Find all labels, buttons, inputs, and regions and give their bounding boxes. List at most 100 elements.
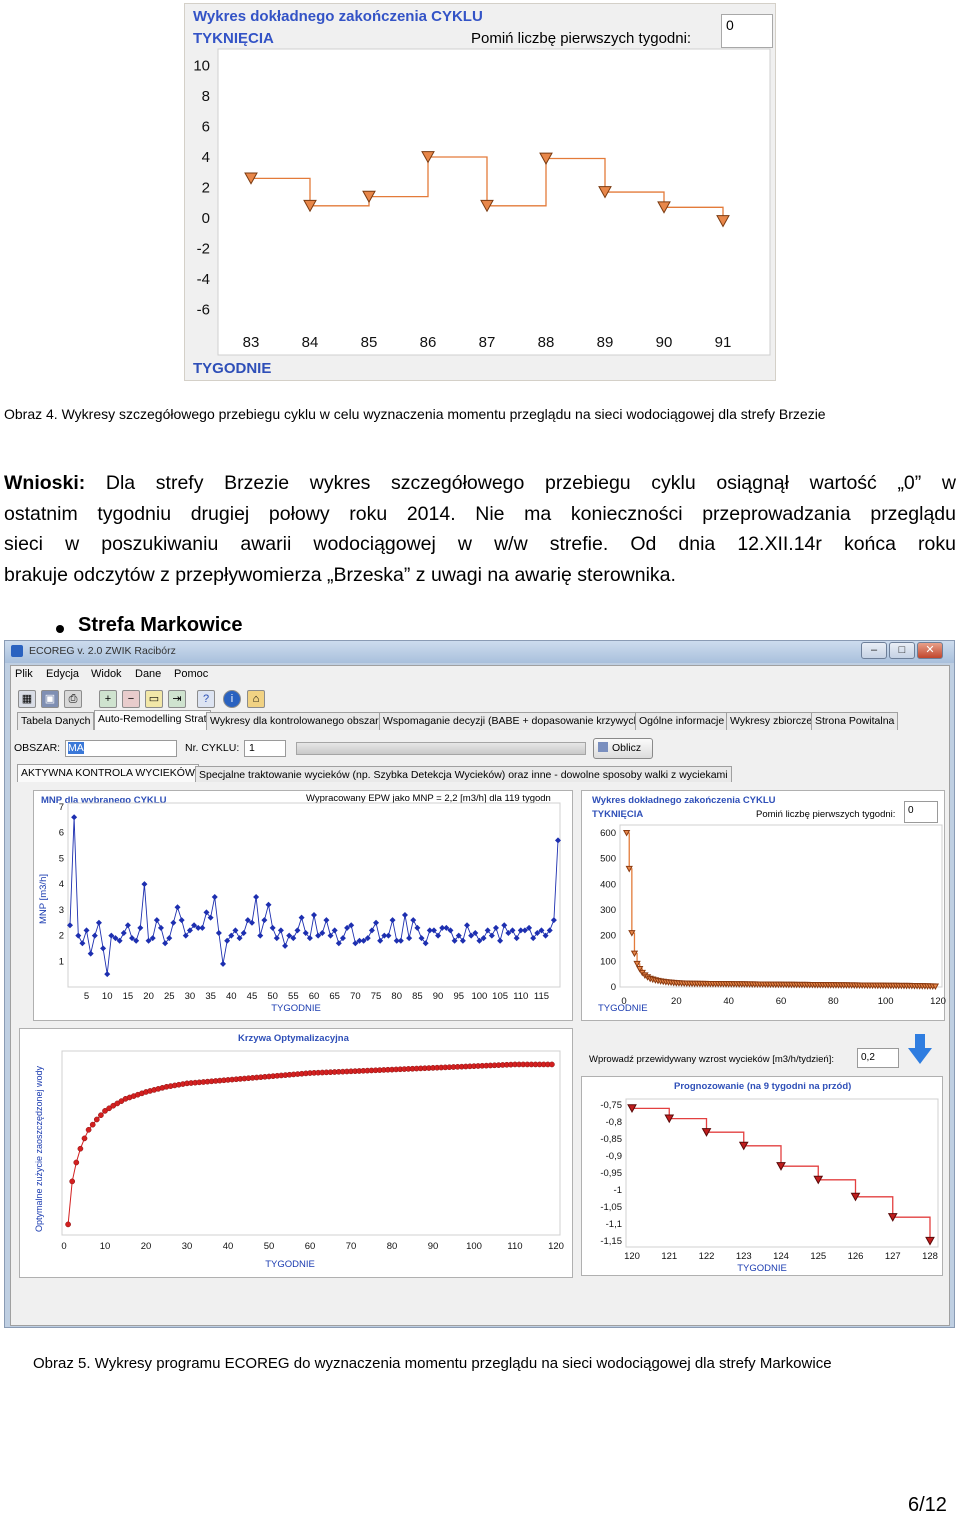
section-heading: Strefa Markowice — [78, 614, 243, 636]
mnp-y-tick: 1 — [59, 956, 64, 967]
forecast-y-tick: -0,75 — [600, 1100, 622, 1111]
remove-row-icon[interactable]: − — [122, 690, 140, 708]
app-logo-icon — [11, 645, 23, 657]
opt-point — [89, 1121, 96, 1128]
mnp-point — [430, 927, 437, 934]
opt-x-tick: 80 — [387, 1241, 398, 1252]
forecast-chart-title: Prognozowanie (na 9 tygodni na przód) — [674, 1081, 852, 1092]
lock-icon[interactable]: ⌂ — [247, 690, 265, 708]
mnp-point — [406, 935, 413, 942]
mnp-point — [530, 935, 537, 942]
tab-wykresy-zbiorcze[interactable]: Wykresy zbiorcze — [726, 712, 817, 730]
export-icon[interactable]: ⇥ — [168, 690, 186, 708]
apply-arrow-icon[interactable] — [907, 1032, 933, 1066]
mnp-point — [182, 932, 189, 939]
opt-point — [93, 1116, 100, 1123]
mnp-point — [265, 901, 272, 908]
mnp-point — [244, 917, 251, 924]
mnp-x-tick: 5 — [84, 991, 89, 1002]
opt-chart-title: Krzywa Optymalizacyjna — [238, 1033, 349, 1044]
cykl-input[interactable]: 1 — [244, 740, 286, 757]
conclusions-paragraph: Wnioski: Dla strefy Brzezie wykres szcze… — [4, 468, 956, 590]
mnp-point — [472, 930, 479, 936]
mnp-point — [141, 881, 148, 888]
cycle-small-marker — [633, 960, 641, 968]
mnp-point — [104, 971, 111, 978]
tab-ogolne-informacje[interactable]: Ogólne informacje — [635, 712, 729, 730]
print-icon[interactable]: ⎙ — [64, 690, 82, 708]
growth-input[interactable]: 0,2 — [857, 1048, 899, 1068]
oblicz-button[interactable]: Oblicz — [593, 738, 653, 759]
cycle-skip-input[interactable]: 0 — [904, 801, 938, 823]
opt-chart-svg: Optymalne zużycie zaoszczędzonej wody TY… — [34, 1050, 564, 1270]
forecast-x-tick: 128 — [922, 1251, 938, 1262]
mnp-x-tick: 15 — [123, 991, 134, 1002]
forecast-x-axis-title: TYGODNIE — [737, 1263, 787, 1274]
forecast-marker — [776, 1162, 786, 1171]
x-tick-label: 87 — [479, 334, 496, 351]
info-icon[interactable]: i — [223, 690, 241, 708]
mnp-point — [133, 937, 140, 944]
cycle-small-marker — [636, 966, 644, 973]
mnp-point — [116, 937, 123, 944]
opt-x-tick: 30 — [182, 1241, 193, 1252]
mnp-point — [215, 930, 222, 936]
help-icon[interactable]: ? — [197, 690, 215, 708]
mnp-point — [207, 914, 214, 921]
mnp-y-axis-title: MNP [m3/h] — [38, 874, 49, 924]
menu-dane[interactable]: Dane — [135, 668, 162, 680]
menu-pomoc[interactable]: Pomoc — [174, 668, 209, 680]
forecast-y-tick: -1 — [614, 1185, 622, 1196]
save-icon[interactable]: ▣ — [41, 690, 59, 708]
forecast-marker — [925, 1236, 935, 1246]
skip-weeks-input[interactable]: 0 — [721, 14, 773, 48]
close-button[interactable]: ✕ — [917, 642, 943, 659]
menu-plik[interactable]: Plik — [15, 668, 33, 680]
mnp-x-axis-title: TYGODNIE — [271, 1003, 321, 1014]
mnp-point — [203, 909, 210, 916]
subtab-aktywna-kontrola[interactable]: AKTYWNA KONTROLA WYCIEKÓW — [17, 764, 199, 782]
menu-widok[interactable]: Widok — [91, 668, 122, 680]
forecast-y-tick: -1,05 — [600, 1202, 622, 1213]
grid-icon[interactable]: ▦ — [18, 690, 36, 708]
mnp-point — [418, 935, 425, 942]
forecast-chart-box: Prognozowanie (na 9 tygodni na przód) TY… — [581, 1076, 943, 1276]
tab-auto-remodelling[interactable]: Auto-Remodelling Strat — [94, 710, 211, 730]
subtab-specjalne[interactable]: Specjalne traktowanie wycieków (np. Szyb… — [195, 766, 732, 782]
y-tick-label: -6 — [197, 302, 210, 319]
maximize-button[interactable]: □ — [889, 642, 915, 659]
tab-wspomaganie-decyzji[interactable]: Wspomaganie decyzji (BABE + dopasowanie … — [379, 712, 647, 730]
forecast-marker — [664, 1114, 675, 1124]
mnp-point — [166, 935, 173, 942]
opt-x-tick: 40 — [223, 1241, 234, 1252]
chart-title-line1: Wykres dokładnego zakończenia CYKLU — [193, 8, 483, 25]
x-tick-label: 86 — [420, 334, 437, 351]
cycle-small-x-tick: 80 — [828, 996, 839, 1007]
minimize-button[interactable]: – — [861, 642, 887, 659]
mnp-point — [555, 837, 561, 844]
folder-icon[interactable]: ▭ — [145, 690, 163, 708]
forecast-x-tick: 124 — [773, 1251, 789, 1262]
mnp-point — [240, 930, 247, 936]
opt-point — [549, 1061, 555, 1068]
window-title: ECOREG v. 2.0 ZWIK Racibórz — [29, 645, 176, 657]
forecast-x-tick: 123 — [736, 1251, 752, 1262]
cycle-point-marker — [539, 152, 553, 165]
mnp-y-tick: 4 — [59, 879, 64, 890]
tab-tabela-danych[interactable]: Tabela Danych — [17, 712, 95, 730]
window-title-bar: ECOREG v. 2.0 ZWIK Racibórz – □ ✕ — [5, 641, 954, 663]
tab-strona-powitalna[interactable]: Strona Powitalna — [811, 712, 899, 730]
cycle-point-marker — [480, 199, 494, 213]
mnp-point — [455, 932, 462, 939]
mnp-point — [464, 922, 471, 929]
cycle-small-marker — [625, 865, 633, 873]
add-row-icon[interactable]: + — [99, 690, 117, 708]
figure4-caption: Obraz 4. Wykresy szczegółowego przebiegu… — [4, 406, 826, 422]
opt-x-tick: 20 — [141, 1241, 152, 1252]
menu-edycja[interactable]: Edycja — [46, 668, 80, 680]
tab-wykresy-obszaru[interactable]: Wykresy dla kontrolowanego obszaru — [206, 712, 389, 730]
forecast-x-tick: 125 — [810, 1251, 826, 1262]
arrow-head — [908, 1048, 932, 1064]
obszar-input[interactable]: MA — [65, 740, 177, 757]
